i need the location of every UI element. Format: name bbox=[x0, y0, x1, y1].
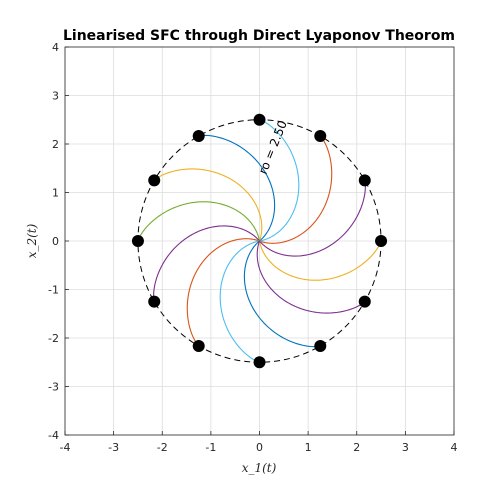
start-point-marker bbox=[375, 235, 387, 247]
x-tick-label: 0 bbox=[256, 441, 263, 454]
y-tick-label: 2 bbox=[52, 138, 59, 151]
x-tick-label: 3 bbox=[402, 441, 409, 454]
start-point-marker bbox=[314, 340, 326, 352]
start-point-marker bbox=[359, 296, 371, 308]
y-tick-label: 4 bbox=[52, 41, 59, 54]
start-point-marker bbox=[359, 174, 371, 186]
x-tick-label: 1 bbox=[305, 441, 312, 454]
start-point-marker bbox=[254, 114, 266, 126]
y-tick-label: 0 bbox=[52, 235, 59, 248]
y-tick-label: -3 bbox=[48, 381, 59, 394]
start-point-marker bbox=[193, 340, 205, 352]
chart-title: Linearised SFC through Direct Lyaponov T… bbox=[63, 28, 455, 44]
start-point-marker bbox=[254, 356, 266, 368]
y-tick-label: -2 bbox=[48, 332, 59, 345]
x-axis-label: x_1(t) bbox=[242, 461, 277, 475]
start-point-marker bbox=[148, 296, 160, 308]
start-point-marker bbox=[148, 174, 160, 186]
start-point-marker bbox=[314, 130, 326, 142]
y-axis-label: x_2(t) bbox=[25, 223, 39, 258]
x-tick-label: 4 bbox=[451, 441, 458, 454]
y-tick-label: -4 bbox=[48, 429, 59, 442]
y-tick-label: 1 bbox=[52, 187, 59, 200]
x-tick-label: -4 bbox=[60, 441, 71, 454]
start-point-marker bbox=[193, 130, 205, 142]
x-tick-label: -3 bbox=[108, 441, 119, 454]
start-point-marker bbox=[132, 235, 144, 247]
y-tick-label: -1 bbox=[48, 284, 59, 297]
x-tick-label: -2 bbox=[157, 441, 168, 454]
x-tick-label: -1 bbox=[205, 441, 216, 454]
x-tick-label: 2 bbox=[353, 441, 360, 454]
y-tick-label: 3 bbox=[52, 90, 59, 103]
